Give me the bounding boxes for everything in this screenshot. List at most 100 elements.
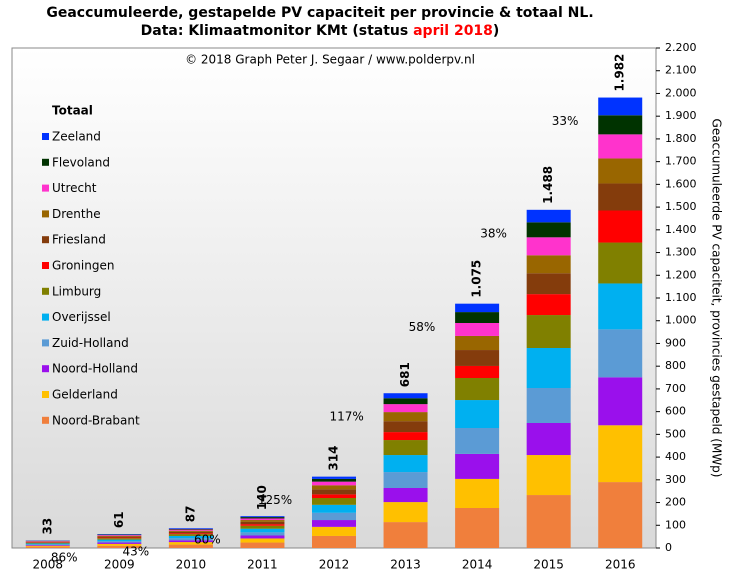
- legend-label: Zuid-Holland: [52, 336, 129, 350]
- growth-label: 125%: [258, 493, 292, 507]
- bar-segment: [312, 505, 356, 513]
- y-tick-label: 1.600: [665, 177, 697, 190]
- bar-segment: [312, 479, 356, 482]
- growth-label: 33%: [552, 114, 579, 128]
- total-label: 1.075: [470, 260, 484, 298]
- bar-segment: [527, 294, 571, 315]
- annotation: © 2018 Graph Peter J. Segaar / www.polde…: [185, 53, 475, 67]
- legend-label: Overijssel: [52, 310, 111, 324]
- bar-segment: [455, 350, 499, 366]
- growth-label: 43%: [122, 545, 149, 559]
- bar-segment: [455, 366, 499, 378]
- bar-segment: [384, 421, 428, 432]
- x-tick-label: 2014: [462, 558, 493, 572]
- legend-swatch: [42, 288, 49, 295]
- legend-label: Noord-Holland: [52, 362, 138, 376]
- bar-segment: [240, 529, 284, 533]
- bar-segment: [312, 498, 356, 505]
- bar-segment: [169, 530, 213, 531]
- bar-segment: [598, 482, 642, 548]
- bar-segment: [97, 543, 141, 544]
- legend-swatch: [42, 365, 49, 372]
- legend-label: Flevoland: [52, 155, 110, 169]
- bar-segment: [384, 398, 428, 404]
- bar-segment: [527, 237, 571, 255]
- total-label: 33: [40, 518, 54, 535]
- x-tick-label: 2010: [176, 558, 207, 572]
- y-tick-label: 900: [665, 336, 686, 349]
- bar-segment: [312, 477, 356, 479]
- bar-segment: [598, 115, 642, 134]
- bar-segment: [527, 255, 571, 273]
- y-tick-label: 500: [665, 427, 686, 440]
- y-tick-label: 1.900: [665, 109, 697, 122]
- bar-segment: [455, 508, 499, 548]
- bar-segment: [455, 454, 499, 479]
- y-tick-label: 2.100: [665, 64, 697, 77]
- legend-label: Zeeland: [52, 130, 101, 144]
- bar-segment: [455, 336, 499, 350]
- y-tick-label: 1.300: [665, 246, 697, 259]
- bar-segment: [240, 526, 284, 529]
- legend-label: Friesland: [52, 233, 106, 247]
- growth-label: 86%: [51, 551, 78, 565]
- bar-segment: [240, 520, 284, 522]
- bar-segment: [598, 425, 642, 482]
- legend-label: Gelderland: [52, 388, 118, 402]
- bar-segment: [26, 543, 70, 544]
- bar-segment: [384, 472, 428, 488]
- legend-label: Utrecht: [52, 181, 97, 195]
- x-tick-label: 2015: [533, 558, 564, 572]
- bar-segment: [97, 538, 141, 539]
- bar-segment: [169, 528, 213, 529]
- bar-segment: [384, 502, 428, 522]
- total-label: 1.982: [613, 54, 627, 92]
- legend-label: Drenthe: [52, 207, 101, 221]
- y-tick-label: 100: [665, 518, 686, 531]
- x-tick-label: 2011: [247, 558, 278, 572]
- bar-segment: [527, 348, 571, 388]
- y-tick-label: 2.200: [665, 41, 697, 54]
- legend-swatch: [42, 185, 49, 192]
- y-tick-label: 1.500: [665, 200, 697, 213]
- legend-label: Noord-Brabant: [52, 413, 140, 427]
- bar-segment: [312, 482, 356, 486]
- legend-label: Groningen: [52, 259, 114, 273]
- bar-segment: [240, 517, 284, 518]
- bar-segment: [26, 543, 70, 544]
- y-tick-label: 700: [665, 382, 686, 395]
- subtitle-prefix: Data: Klimaatmonitor KMt (status: [141, 23, 413, 39]
- total-label: 681: [398, 362, 412, 387]
- legend-swatch: [42, 262, 49, 269]
- bar-segment: [384, 488, 428, 502]
- y-tick-label: 1.800: [665, 132, 697, 145]
- y-axis-label: Geaccumuleerde PV capaciteit, provincies…: [710, 119, 724, 478]
- bar-segment: [384, 522, 428, 548]
- bar-segment: [598, 183, 642, 210]
- bar-segment: [312, 489, 356, 494]
- bar-segment: [598, 211, 642, 243]
- subtitle-highlight: april 2018: [413, 23, 493, 39]
- bar-segment: [384, 440, 428, 455]
- bar-segment: [598, 377, 642, 425]
- y-tick-label: 1.000: [665, 314, 697, 327]
- bar-segment: [455, 304, 499, 312]
- bar-segment: [97, 538, 141, 539]
- bar-segment: [527, 210, 571, 223]
- bar-segment: [26, 545, 70, 546]
- subtitle-suffix: ): [493, 23, 499, 39]
- x-tick-label: 2016: [605, 558, 636, 572]
- bar-segment: [527, 222, 571, 237]
- y-tick-label: 1.700: [665, 155, 697, 168]
- bar-segment: [240, 543, 284, 548]
- bar-segment: [598, 98, 642, 116]
- bar-segment: [455, 312, 499, 323]
- growth-label: 60%: [194, 533, 221, 547]
- bar-segment: [240, 536, 284, 539]
- bar-segment: [455, 479, 499, 508]
- bar-segment: [240, 538, 284, 542]
- bar-segment: [169, 529, 213, 530]
- bar-segment: [527, 273, 571, 294]
- y-tick-label: 0: [665, 541, 672, 554]
